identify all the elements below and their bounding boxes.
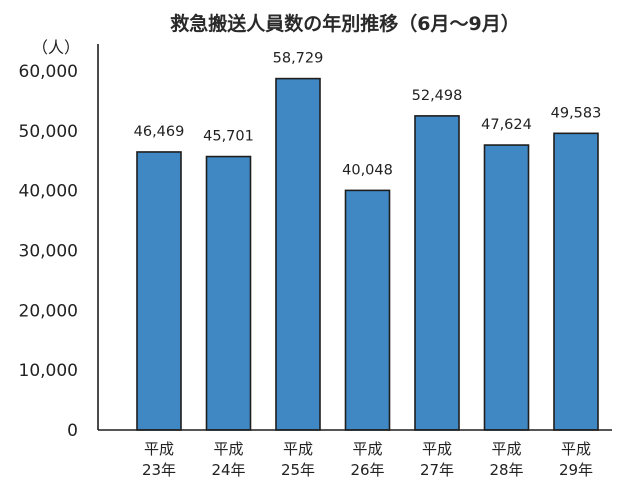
y-axis-ticks: 0 10,000 20,000 30,000 40,000 50,000 60,000 (19, 62, 78, 441)
data-labels: 46,469 45,701 58,729 40,048 52,498 47,624 49,5… (134, 51, 602, 179)
bar (483, 144, 530, 431)
data-label: 46,469 (134, 124, 185, 140)
y-tick-label: 40,000 (19, 182, 78, 202)
x-tick-label-year: 27年 (420, 461, 454, 479)
bar (275, 77, 321, 431)
y-tick-label: 20,000 (19, 301, 78, 321)
x-tick-label-year: 23年 (142, 461, 176, 479)
bar (136, 151, 182, 431)
y-tick-label: 30,000 (19, 242, 78, 262)
data-label: 45,701 (203, 129, 254, 145)
data-label: 40,048 (342, 162, 393, 178)
x-tick-label-era: 平成 (213, 440, 243, 458)
data-label: 47,624 (481, 117, 532, 133)
x-tick-label-year: 29年 (559, 461, 593, 479)
bar (414, 115, 460, 431)
x-tick-label-era: 平成 (491, 440, 521, 458)
x-tick-label-era: 平成 (283, 440, 313, 458)
y-tick-label: 0 (67, 421, 78, 441)
y-tick-label: 50,000 (19, 122, 78, 142)
x-tick-label-era: 平成 (144, 440, 174, 458)
y-tick-label: 60,000 (19, 62, 78, 82)
y-tick-label: 10,000 (19, 361, 78, 381)
x-tick-label-year: 24年 (211, 461, 245, 479)
x-tick-label-year: 26年 (350, 461, 384, 479)
x-tick-label-year: 28年 (489, 461, 523, 479)
bars (136, 77, 599, 431)
chart-title: 救急搬送人員数の年別推移（6月～9月） (170, 12, 519, 35)
x-axis-ticks: 平成 23年 平成 24年 平成 25年 平成 26年 平成 27年 平成 28年 平成 29年 (142, 440, 593, 479)
data-label: 52,498 (412, 88, 463, 104)
y-axis-unit: （人） (32, 38, 80, 57)
bar (553, 132, 599, 431)
data-label: 49,583 (551, 105, 602, 121)
x-tick-label-era: 平成 (422, 440, 452, 458)
data-label: 58,729 (273, 51, 324, 67)
bar (344, 189, 391, 431)
x-tick-label-year: 25年 (281, 461, 315, 479)
bar (205, 155, 252, 431)
x-tick-label-era: 平成 (561, 440, 591, 458)
x-tick-label-era: 平成 (352, 440, 382, 458)
